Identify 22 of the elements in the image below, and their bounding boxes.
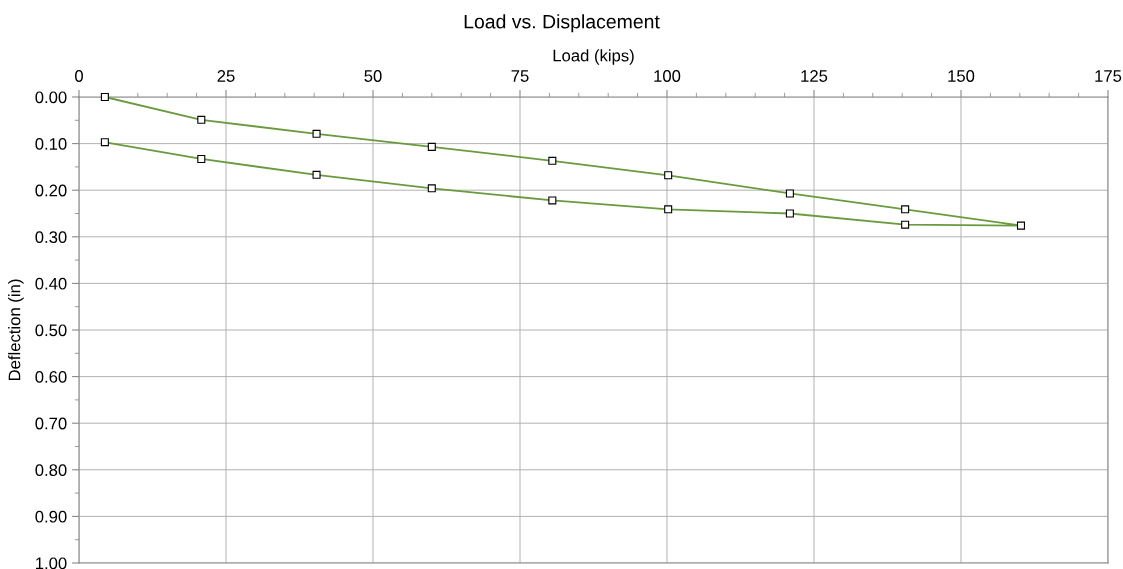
x-tick-label: 50 xyxy=(364,70,382,82)
y-tick-label: 0.90 xyxy=(35,510,67,523)
y-tick-label: 0.30 xyxy=(35,231,67,243)
y-tick-label: 0.80 xyxy=(35,464,67,476)
y-tick-label: 0.20 xyxy=(35,184,67,197)
x-tick-label: 25 xyxy=(217,70,235,82)
x-tick-label: 100 xyxy=(654,70,681,82)
y-tick-label: 0.40 xyxy=(35,277,67,290)
chart-title: Load vs. Displacement xyxy=(464,14,660,33)
y-tick-label: 0.60 xyxy=(35,371,67,383)
x-axis-title: Load (kips) xyxy=(553,49,634,65)
y-tick-label: 0.10 xyxy=(35,138,67,150)
x-tick-label: 175 xyxy=(1095,70,1122,82)
x-tick-label: 150 xyxy=(948,70,975,82)
y-tick-label: 0.50 xyxy=(35,324,67,337)
y-tick-label: 1.00 xyxy=(36,557,67,569)
x-tick-label: 0 xyxy=(75,70,83,82)
y-tick-label: 0.00 xyxy=(35,91,67,104)
y-tick-label: 0.70 xyxy=(35,417,67,430)
y-axis-title: Deflection (in) xyxy=(8,279,24,381)
x-tick-label: 125 xyxy=(801,70,828,82)
x-tick-label: 75 xyxy=(511,70,529,82)
